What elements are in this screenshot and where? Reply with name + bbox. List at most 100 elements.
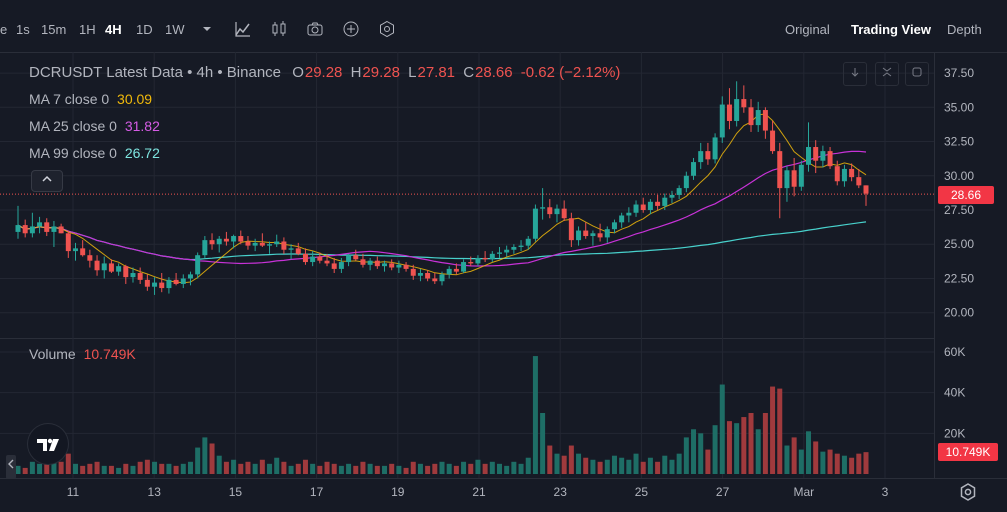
volume-bar xyxy=(65,453,71,474)
candle-body xyxy=(647,201,653,211)
tradingview-logo[interactable] xyxy=(28,424,68,464)
volume-bar xyxy=(374,465,380,474)
volume-bar xyxy=(841,455,847,474)
candle-body xyxy=(58,226,64,234)
candle-body xyxy=(741,99,747,108)
volume-bar xyxy=(554,453,560,474)
candle-body xyxy=(216,238,222,245)
interval-4h[interactable]: 4H xyxy=(105,22,122,37)
tab-depth[interactable]: Depth xyxy=(947,22,982,37)
volume-bar xyxy=(108,465,114,474)
volume-bar xyxy=(195,447,201,474)
time-tick-label: 15 xyxy=(229,485,243,499)
settings-hex-icon[interactable] xyxy=(378,20,396,38)
volume-bar xyxy=(137,461,143,474)
candle-body xyxy=(568,218,574,241)
candle-body xyxy=(691,162,697,176)
interval-1s[interactable]: 1s xyxy=(16,22,30,37)
candle-body xyxy=(310,256,316,263)
candle-body xyxy=(748,107,754,126)
volume-bar xyxy=(173,465,179,474)
volume-bar xyxy=(662,455,668,474)
candle-body xyxy=(590,233,596,237)
volume-bar xyxy=(820,451,826,474)
candle-body xyxy=(856,177,862,186)
close-label: C xyxy=(463,64,475,81)
volume-bar xyxy=(425,465,431,474)
volume-bar xyxy=(755,429,761,474)
candle-body xyxy=(496,252,502,254)
interval-1d[interactable]: 1D xyxy=(136,22,153,37)
ma7-legend: MA 7 close 0 30.09 xyxy=(29,91,152,107)
volume-bar xyxy=(389,463,395,474)
volume-bar xyxy=(58,461,64,474)
close-value: 28.66 xyxy=(475,64,513,81)
time-tick-label: 25 xyxy=(635,485,649,499)
candle-body xyxy=(195,255,201,275)
add-icon[interactable] xyxy=(342,20,360,38)
interval-partial[interactable]: e xyxy=(0,22,8,37)
symbol-title: DCRUSDT Latest Data • 4h • Binance xyxy=(29,64,282,81)
candle-body xyxy=(65,233,71,252)
open-value: 29.28 xyxy=(304,64,343,81)
price-tick-label: 25.00 xyxy=(944,237,974,251)
volume-bar xyxy=(274,457,280,474)
volume-bar xyxy=(22,467,28,474)
volume-bar xyxy=(396,465,402,474)
volume-bar xyxy=(317,465,323,474)
maximize-icon xyxy=(912,67,922,77)
volume-bar xyxy=(144,459,150,474)
candle-body xyxy=(130,273,136,278)
change-value: -0.62 (−2.12%) xyxy=(520,64,621,81)
volume-bar xyxy=(568,445,574,474)
volume-bar xyxy=(159,463,165,474)
candle-body xyxy=(633,204,639,213)
volume-bar xyxy=(152,461,158,474)
tab-trading-view[interactable]: Trading View xyxy=(851,22,931,37)
candle-body xyxy=(317,256,323,261)
candle-body xyxy=(152,282,158,287)
candle-body xyxy=(554,208,560,215)
ma7-value: 30.09 xyxy=(117,91,153,107)
volume-bar xyxy=(496,463,502,474)
chevron-down-icon[interactable] xyxy=(198,20,216,38)
candle-body xyxy=(446,268,452,275)
candle-body xyxy=(382,263,388,267)
interval-15m[interactable]: 15m xyxy=(41,22,67,37)
interval-1w[interactable]: 1W xyxy=(165,22,185,37)
candle-body xyxy=(655,201,661,206)
candle-body xyxy=(540,207,546,209)
chart-area[interactable]: 37.50 35.00 32.50 30.00 27.50 25.00 22.50 20.00… xyxy=(0,52,1007,512)
move-down-button[interactable] xyxy=(843,62,867,86)
price-chart[interactable]: 37.50 35.00 32.50 30.00 27.50 25.00 22.50 20.00… xyxy=(0,52,1007,512)
volume-bar xyxy=(410,461,416,474)
scroll-left-button[interactable] xyxy=(6,455,16,479)
volume-value: 10.749K xyxy=(83,346,136,362)
candle-body xyxy=(331,263,337,269)
indicator-icon[interactable] xyxy=(234,20,252,38)
collapse-legend-button[interactable] xyxy=(31,170,63,192)
candle-body xyxy=(22,225,28,234)
collapse-pane-button[interactable] xyxy=(875,62,899,86)
interval-1h[interactable]: 1H xyxy=(79,22,96,37)
candle-body xyxy=(37,222,43,227)
candle-body xyxy=(712,137,718,160)
volume-bar xyxy=(849,457,855,474)
camera-icon[interactable] xyxy=(306,20,324,38)
maximize-pane-button[interactable] xyxy=(905,62,929,86)
time-tick-label: 13 xyxy=(148,485,162,499)
volume-bar xyxy=(51,457,57,474)
volume-bar xyxy=(762,413,768,474)
candle-body xyxy=(453,268,459,272)
candle-body xyxy=(640,204,646,211)
candle-body xyxy=(611,222,617,230)
candle-body xyxy=(338,262,344,269)
volume-bar xyxy=(202,437,208,474)
arrow-down-icon xyxy=(851,68,859,77)
candle-body xyxy=(302,253,308,263)
time-tick-label: 17 xyxy=(310,485,324,499)
tab-original[interactable]: Original xyxy=(785,22,830,37)
candle-type-icon[interactable] xyxy=(270,20,288,38)
candle-body xyxy=(755,110,761,126)
chart-settings-gear-icon[interactable] xyxy=(958,482,978,502)
